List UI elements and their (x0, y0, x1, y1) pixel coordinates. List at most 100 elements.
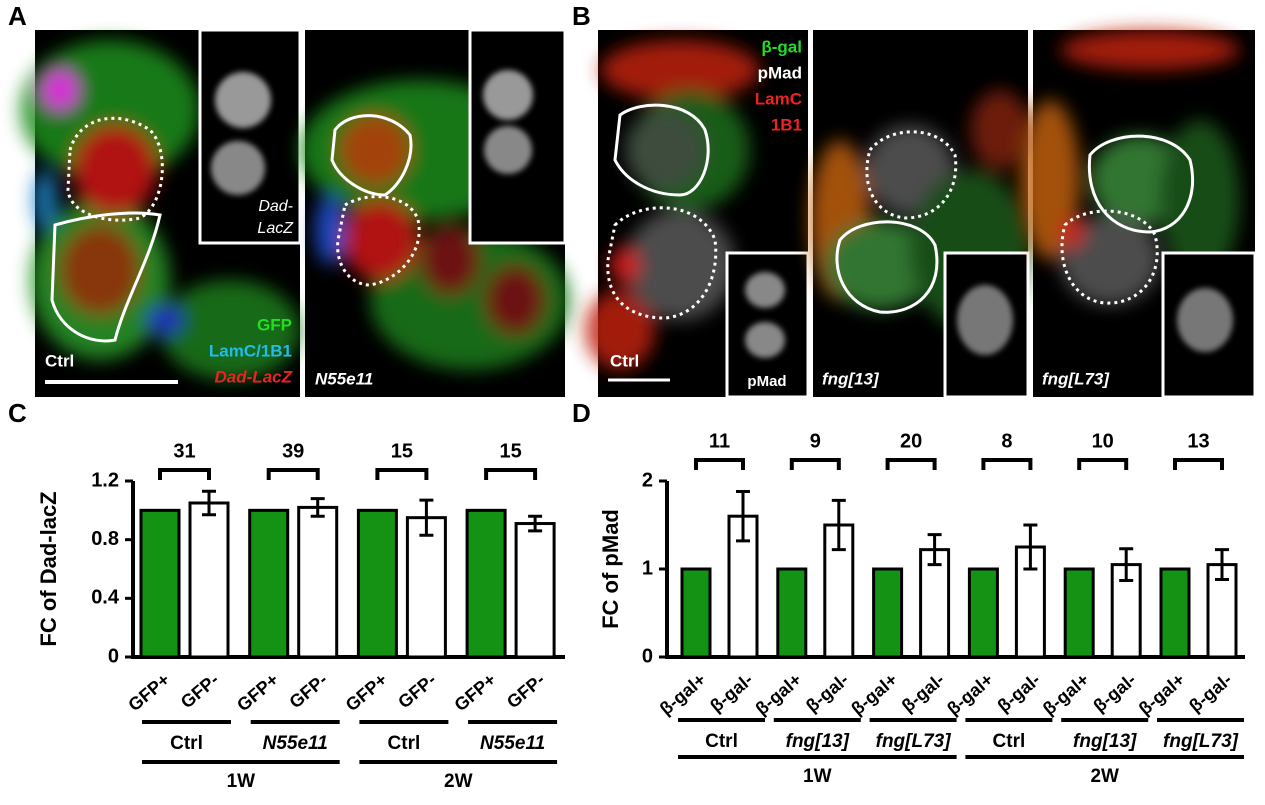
x-tick-label: β-gal- (1185, 669, 1235, 716)
legend-text: GFP (257, 315, 292, 334)
error-bar (1215, 548, 1229, 582)
bar (248, 508, 290, 659)
bracket (694, 458, 745, 470)
period-label: 2W (444, 771, 473, 792)
n-label: 15 (391, 440, 413, 462)
y-axis-label: FC of pMad (598, 509, 623, 629)
condition-label: fng[L73] (1042, 369, 1110, 388)
legend-text: 1B1 (771, 115, 802, 134)
period-label: 1W (803, 766, 832, 787)
bar (872, 567, 904, 659)
group-label: N55e11 (480, 733, 545, 754)
n-label: 31 (173, 440, 195, 462)
x-tick-label: β-gal- (802, 669, 852, 716)
error-bar (927, 533, 942, 567)
x-tick-label: β-gal+ (656, 669, 710, 719)
micrograph (585, 30, 1257, 399)
inset-label: pMad (747, 373, 786, 390)
x-tick-label: GFP+ (450, 669, 499, 715)
condition-label: Ctrl (610, 351, 639, 370)
bar (405, 516, 447, 659)
group-label: fng[13] (1073, 731, 1137, 752)
x-tick-label: GFP- (286, 669, 332, 712)
group-label: N55e11 (263, 733, 328, 754)
group-label: Ctrl (170, 733, 203, 754)
group-label: fng[L73] (876, 731, 952, 752)
y-tick-label: 0.4 (91, 587, 120, 609)
x-tick-label: β-gal- (898, 669, 948, 716)
bar (297, 505, 339, 659)
bar (465, 508, 507, 659)
micrograph (300, 28, 570, 397)
group-label: Ctrl (705, 731, 738, 752)
legend-text: LamC/1B1 (209, 341, 292, 360)
x-tick-label: GFP- (394, 669, 440, 712)
legend-text: LamC (755, 89, 802, 108)
bar (1159, 567, 1191, 659)
n-label: 10 (1092, 430, 1114, 452)
y-axis-label: FC of Dad-lacZ (36, 491, 61, 646)
condition-label: Ctrl (45, 351, 74, 370)
x-tick-label: GFP- (503, 669, 549, 712)
n-label: 9 (810, 430, 821, 452)
bar (356, 508, 398, 659)
x-tick-label: GFP- (177, 669, 223, 712)
bar (514, 522, 556, 659)
error-bar (736, 490, 750, 543)
bracket (1173, 458, 1224, 470)
bar (967, 567, 999, 659)
inset-label: Dad- (258, 198, 293, 215)
legend-text: pMad (758, 63, 802, 82)
bracket (1077, 458, 1129, 470)
error-bar (202, 489, 216, 517)
n-label: 11 (709, 430, 730, 452)
bracket (885, 458, 937, 470)
bracket (484, 468, 538, 480)
x-tick-label: β-gal+ (847, 669, 901, 719)
error-bar (528, 514, 543, 533)
panel-label: B (572, 1, 591, 31)
x-tick-label: β-gal+ (752, 669, 806, 719)
panel-label: D (572, 398, 591, 428)
bracket (981, 458, 1033, 470)
bracket (266, 468, 320, 480)
x-tick-label: β-gal- (994, 669, 1044, 716)
bar (1014, 545, 1046, 659)
error-bar (310, 497, 325, 518)
n-label: 20 (900, 430, 922, 452)
y-tick-label: 1 (642, 557, 653, 579)
condition-label: fng[13] (822, 369, 880, 388)
bar (139, 508, 181, 659)
error-bar (1119, 547, 1134, 582)
bar (680, 567, 712, 659)
bar (188, 501, 230, 659)
bracket (158, 468, 211, 480)
x-tick-label: β-gal+ (1135, 669, 1189, 719)
x-tick-label: GFP+ (233, 669, 282, 715)
group-label: fng[L73] (1163, 731, 1239, 752)
n-label: 15 (499, 440, 521, 462)
condition-label: N55e11 (315, 369, 373, 388)
error-bar (419, 498, 434, 537)
y-tick-label: 0 (108, 645, 119, 667)
group-label: Ctrl (388, 733, 421, 754)
panel-label: C (8, 398, 27, 428)
error-bar (831, 498, 846, 552)
legend-text: β-gal (761, 37, 802, 56)
error-bar (1023, 523, 1038, 571)
period-label: 2W (1090, 766, 1119, 787)
y-tick-label: 0 (642, 645, 653, 667)
y-tick-label: 0.8 (91, 528, 119, 550)
panel-label: A (8, 1, 27, 31)
x-tick-label: GFP+ (342, 669, 391, 715)
x-tick-label: β-gal+ (943, 669, 997, 719)
period-label: 1W (227, 771, 256, 792)
n-label: 39 (282, 440, 304, 462)
x-tick-label: β-gal- (706, 669, 756, 716)
n-label: 8 (1001, 430, 1012, 452)
bar (776, 567, 808, 659)
bar (1110, 563, 1142, 659)
y-tick-label: 1.2 (91, 469, 119, 491)
bracket (789, 458, 841, 470)
